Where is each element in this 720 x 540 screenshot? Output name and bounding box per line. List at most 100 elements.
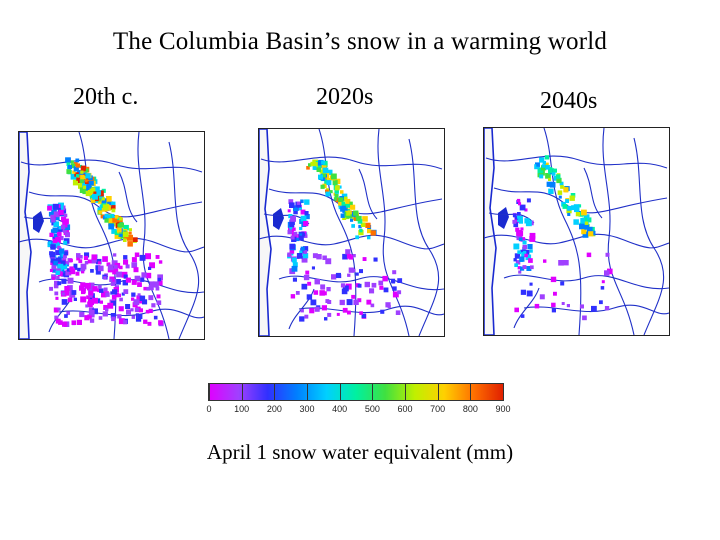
snow-cell bbox=[146, 286, 151, 291]
snow-cell bbox=[103, 276, 107, 280]
snow-cell bbox=[520, 289, 526, 295]
snow-cell bbox=[123, 238, 127, 242]
river bbox=[298, 305, 444, 316]
snow-cell bbox=[111, 208, 116, 213]
snow-cell bbox=[528, 258, 533, 263]
river bbox=[503, 274, 669, 290]
snow-cell bbox=[57, 281, 62, 286]
snow-cell bbox=[62, 229, 67, 233]
snow-cell bbox=[123, 231, 129, 238]
snow-cell bbox=[287, 209, 291, 213]
snow-cell bbox=[332, 180, 338, 186]
snow-cell bbox=[392, 291, 399, 298]
snow-cell bbox=[51, 276, 56, 280]
snow-cell bbox=[520, 266, 525, 271]
snow-cell bbox=[514, 253, 521, 259]
snow-cell bbox=[63, 218, 69, 225]
snow-cell bbox=[151, 303, 156, 308]
snow-cell bbox=[119, 217, 123, 221]
snow-cell bbox=[64, 286, 70, 292]
snow-cell bbox=[114, 232, 121, 239]
snow-cell bbox=[549, 170, 553, 174]
river bbox=[485, 155, 668, 169]
snow-cell bbox=[529, 235, 536, 242]
snow-cell bbox=[292, 277, 297, 282]
snow-cell bbox=[563, 260, 569, 266]
snow-cell bbox=[84, 252, 90, 258]
snow-cell bbox=[50, 229, 55, 233]
snow-cell bbox=[322, 173, 326, 178]
water-body bbox=[33, 211, 44, 233]
snow-cell bbox=[304, 211, 309, 216]
snow-cell bbox=[355, 235, 360, 240]
panel-label-2040s: 2040s bbox=[540, 88, 598, 114]
snow-cell bbox=[518, 202, 522, 206]
snow-cell bbox=[517, 212, 521, 216]
snow-cell bbox=[313, 290, 319, 295]
snow-cell bbox=[101, 291, 107, 298]
snow-cell bbox=[110, 313, 117, 319]
snow-cell bbox=[139, 295, 146, 301]
snow-cell bbox=[110, 291, 114, 295]
snow-cell bbox=[314, 165, 319, 170]
snow-cell bbox=[75, 158, 80, 163]
snow-cell bbox=[119, 297, 123, 302]
snow-cell bbox=[80, 296, 87, 303]
snow-cell bbox=[109, 278, 113, 282]
snow-cell bbox=[302, 233, 306, 237]
snow-cell bbox=[110, 213, 115, 218]
snow-cell bbox=[117, 293, 121, 298]
snow-cell bbox=[78, 183, 84, 189]
snow-cell bbox=[391, 279, 396, 284]
snow-cell bbox=[87, 259, 92, 264]
snow-cell bbox=[323, 160, 328, 166]
snow-cell bbox=[573, 219, 579, 225]
snow-cell bbox=[536, 163, 540, 167]
snow-cell bbox=[52, 227, 59, 234]
snow-cell bbox=[107, 201, 113, 207]
snow-cell bbox=[320, 184, 325, 189]
snow-cell bbox=[544, 155, 550, 160]
snow-cell bbox=[119, 233, 123, 237]
slide-title: The Columbia Basin’s snow in a warming w… bbox=[112, 28, 608, 55]
snow-cell bbox=[115, 279, 121, 285]
snow-cell bbox=[607, 268, 613, 275]
snow-cell bbox=[53, 260, 58, 266]
snow-cell bbox=[131, 297, 135, 301]
snow-cell bbox=[341, 201, 346, 206]
snow-cell bbox=[92, 193, 98, 200]
snow-cell bbox=[520, 227, 524, 231]
snow-cell bbox=[355, 272, 359, 276]
snow-cell bbox=[111, 260, 118, 267]
snow-cell bbox=[524, 218, 530, 224]
snow-cell bbox=[517, 215, 521, 219]
snow-cell bbox=[75, 163, 80, 168]
snow-cell bbox=[86, 183, 92, 189]
river bbox=[278, 275, 444, 291]
snow-cell bbox=[522, 240, 527, 245]
snow-cell bbox=[61, 278, 67, 284]
snow-cell bbox=[114, 292, 120, 298]
snow-cell bbox=[310, 299, 317, 306]
snow-cell bbox=[92, 286, 98, 292]
snow-cell bbox=[97, 198, 101, 202]
snow-cell bbox=[137, 282, 142, 287]
snow-cell bbox=[556, 177, 562, 184]
snow-cell bbox=[329, 190, 333, 194]
snow-cell bbox=[53, 221, 59, 227]
snow-cell bbox=[148, 308, 153, 313]
snow-cell bbox=[148, 295, 154, 301]
panel-label-20th-century: 20th c. bbox=[73, 84, 139, 110]
snow-cell bbox=[98, 316, 103, 320]
snow-cell bbox=[131, 315, 135, 319]
snow-cell bbox=[134, 252, 140, 257]
river bbox=[633, 137, 665, 335]
snow-cell bbox=[71, 320, 77, 325]
snow-cell bbox=[57, 231, 62, 237]
snow-cell bbox=[342, 307, 348, 313]
snow-cell bbox=[341, 205, 346, 210]
snow-cell bbox=[534, 303, 540, 309]
snow-cell bbox=[542, 160, 546, 165]
snow-cell bbox=[84, 315, 90, 321]
snow-cell bbox=[513, 243, 520, 250]
